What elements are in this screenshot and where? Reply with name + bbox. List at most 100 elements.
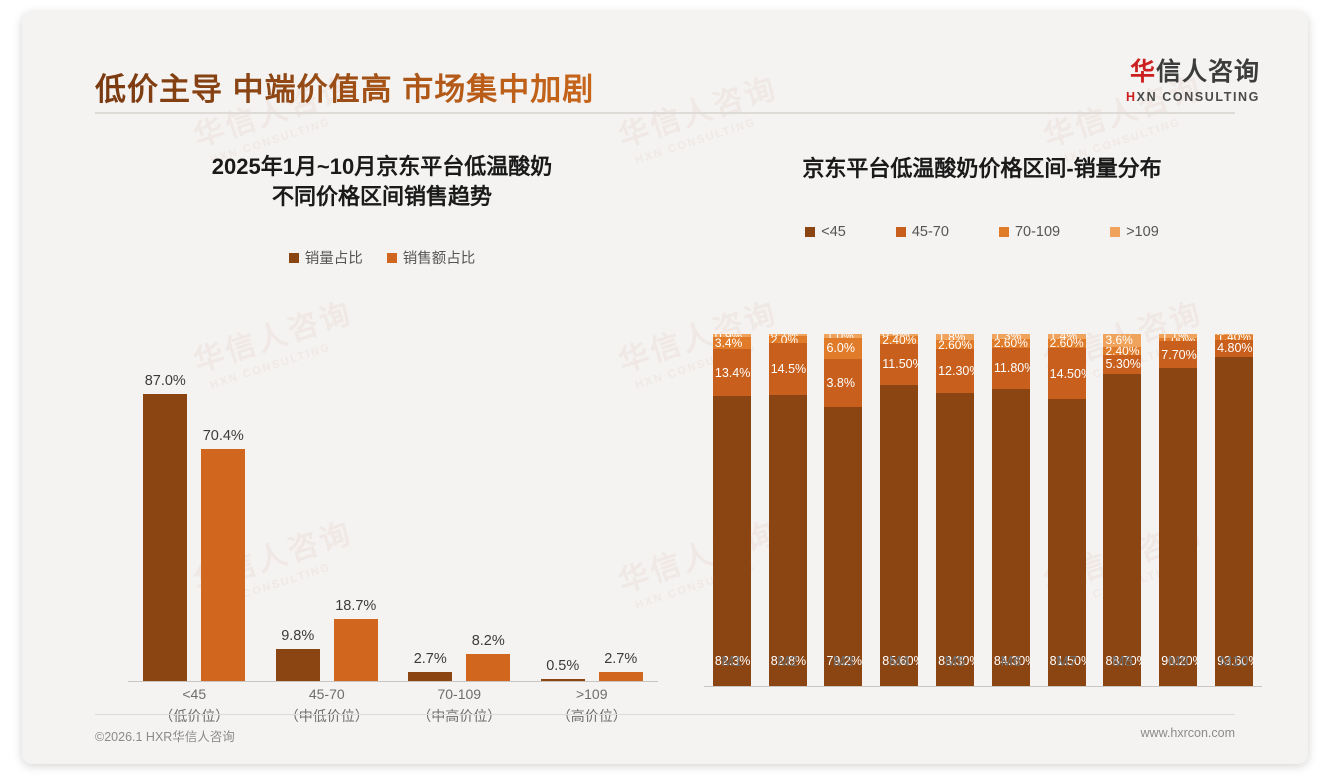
stack-segment[interactable]: 11.80% [991,347,1030,390]
bar[interactable] [408,672,453,681]
stack-segment-label: 1.1% [1161,334,1188,338]
stack-segment[interactable]: 0.2% [1215,334,1254,335]
footer-divider [95,714,1235,715]
stack-segment[interactable]: 5.30% [1103,355,1142,374]
stack-segment[interactable]: 12.30% [936,349,975,393]
stack-segment[interactable]: 81.50% [1047,399,1086,686]
stack-segment[interactable]: 3.8% [824,358,863,408]
bar-wrapper: 8.2% [466,351,511,681]
x-axis-label: <45 （低价位） [128,684,261,727]
legend-swatch-icon [805,227,816,237]
stack-segment[interactable]: 79.2% [824,407,863,686]
stack-segment-label: 3.8% [826,375,855,390]
x-axis-label-tier: （中高价位） [417,707,502,724]
bar[interactable] [201,448,246,681]
stack-segment[interactable]: 1.1% [1159,334,1198,338]
bar[interactable] [333,619,378,681]
legend-swatch-icon [288,252,299,263]
legend-item[interactable]: 销量占比 [288,247,363,268]
logo-chars-rest: 信人咨询 [1155,58,1260,86]
x-axis-label-tier: （中低价位） [284,707,369,724]
bar-group: 2.7% 8.2% [393,351,526,681]
stack-segment[interactable]: 1.40% [1215,334,1254,340]
right-chart-legend: <45 45-70 70-109 >109 [682,224,1282,240]
bar-value-label: 87.0% [144,372,186,389]
stacked-bar: 1.1%1.00% 7.70% 90.20% [1159,334,1198,686]
stack-segment[interactable]: 1.4% [1047,334,1086,339]
x-axis-label: M8 [1112,653,1133,670]
stack-segment[interactable]: 2.40% [1103,346,1142,356]
stack-segment-label: 3.6% [1105,334,1133,347]
stack-segment[interactable]: 1.8% [936,334,975,341]
stack-segment-label: 1.00% [1161,338,1195,342]
stack-segment[interactable]: 1.3% [991,334,1030,339]
stack-segment[interactable]: 3.4% [712,337,751,350]
legend-item[interactable]: 销售额占比 [386,247,475,268]
bar[interactable] [540,679,585,681]
legend-item[interactable]: <45 [805,224,846,240]
stacked-bar: 1.4%2.60% 14.50% 81.50% [1047,334,1086,686]
stack-segment[interactable]: 85.60% [880,384,919,686]
stack-segment-label: 2.60% [938,340,973,350]
stack-segment[interactable]: 2.60% [1047,338,1086,349]
stack-segment[interactable]: 0.5% [880,334,919,336]
stack-segment[interactable]: 2.60% [936,340,975,350]
logo-chinese: 华信人咨询 [1126,60,1260,85]
stack-segment[interactable]: 93.60% [1215,356,1254,686]
stack-segment[interactable]: 7.70% [1159,341,1198,369]
stack-segment-label: 0.9% [715,334,742,337]
stack-segment[interactable]: 88.70% [1103,373,1142,686]
stack-segment[interactable]: 4.80% [1215,339,1254,357]
x-axis-label: 45-70 （中低价位） [261,684,394,727]
stack-segment-label: 1.4% [1050,334,1077,339]
legend-item[interactable]: 70-109 [998,224,1060,240]
stack-segment-label: 88.70% [1105,653,1141,668]
bar-wrapper: 87.0% [143,351,188,681]
bar[interactable] [143,393,188,681]
bar-wrapper: 2.7% [598,351,643,681]
bar[interactable] [275,648,320,681]
stack-segment[interactable]: 1.00% [1159,337,1198,342]
legend-item[interactable]: 45-70 [895,224,949,240]
stack-segment[interactable]: 82.8% [768,394,807,686]
right-chart-panel: 京东平台低温酸奶价格区间-销量分布 <45 45-70 70-109 >109 0.9… [682,132,1282,712]
stack-column: 1.1%1.00% 7.70% 90.20% [1150,334,1206,686]
stack-segment[interactable]: 6.0% [824,337,863,359]
x-axis-label: M6 [1000,653,1022,670]
logo-english: HXN CONSULTING [1126,90,1260,104]
stacked-bar: 1.3%2.60% 11.80% 84.30% [991,334,1030,686]
stack-segment[interactable]: 14.50% [1047,348,1086,400]
legend-label: 销量占比 [304,251,363,267]
logo-en-rest: XN CONSULTING [1136,90,1260,104]
stack-segment[interactable]: 0.7% [768,334,807,337]
stack-segment-label: 1.40% [1217,335,1251,340]
bar[interactable] [466,653,511,681]
left-chart-x-axis [128,681,658,682]
stack-segment[interactable]: 1.0% [824,334,863,338]
bar[interactable] [598,672,643,681]
legend-item[interactable]: >109 [1110,224,1159,240]
stack-segment[interactable]: 14.5% [768,343,807,395]
left-chart-title-line1: 2025年1月~10月京东平台低温酸奶 [211,154,553,179]
stack-segment[interactable]: 0.9% [712,334,751,338]
legend-label: >109 [1126,224,1159,240]
stack-segment[interactable]: 82.3% [712,396,751,686]
stack-segment[interactable]: 2.40% [880,335,919,345]
stacked-bar: 0.2%1.40%4.80% 93.60% [1215,334,1254,686]
stack-segment[interactable]: 84.30% [991,389,1030,686]
stack-segment[interactable]: 13.4% [712,349,751,397]
stack-segment[interactable]: 11.50% [880,344,919,385]
stacked-bar: 1.0% 6.0% 3.8% 79.2% [824,334,863,686]
stack-segment-label: 82.8% [770,653,807,668]
bar-wrapper: 18.7% [333,351,378,681]
stack-segment[interactable]: 3.6% [1103,334,1142,347]
bar-value-label: 2.7% [604,651,638,668]
stack-segment[interactable]: 2.60% [991,338,1030,348]
stack-segment[interactable]: 90.20% [1159,368,1198,686]
stack-segment[interactable]: 83.30% [936,392,975,686]
left-chart-bar-groups: 87.0% 70.4% 9.8% 18.7% 2.7% 8.2% 0.5% 2.7% [128,351,658,681]
x-axis-label: M3 [833,653,854,670]
x-axis-label-tier: （高价位） [556,707,627,724]
stack-segment[interactable]: 2.0% [768,336,807,344]
stack-segment-label: 14.5% [770,362,807,376]
